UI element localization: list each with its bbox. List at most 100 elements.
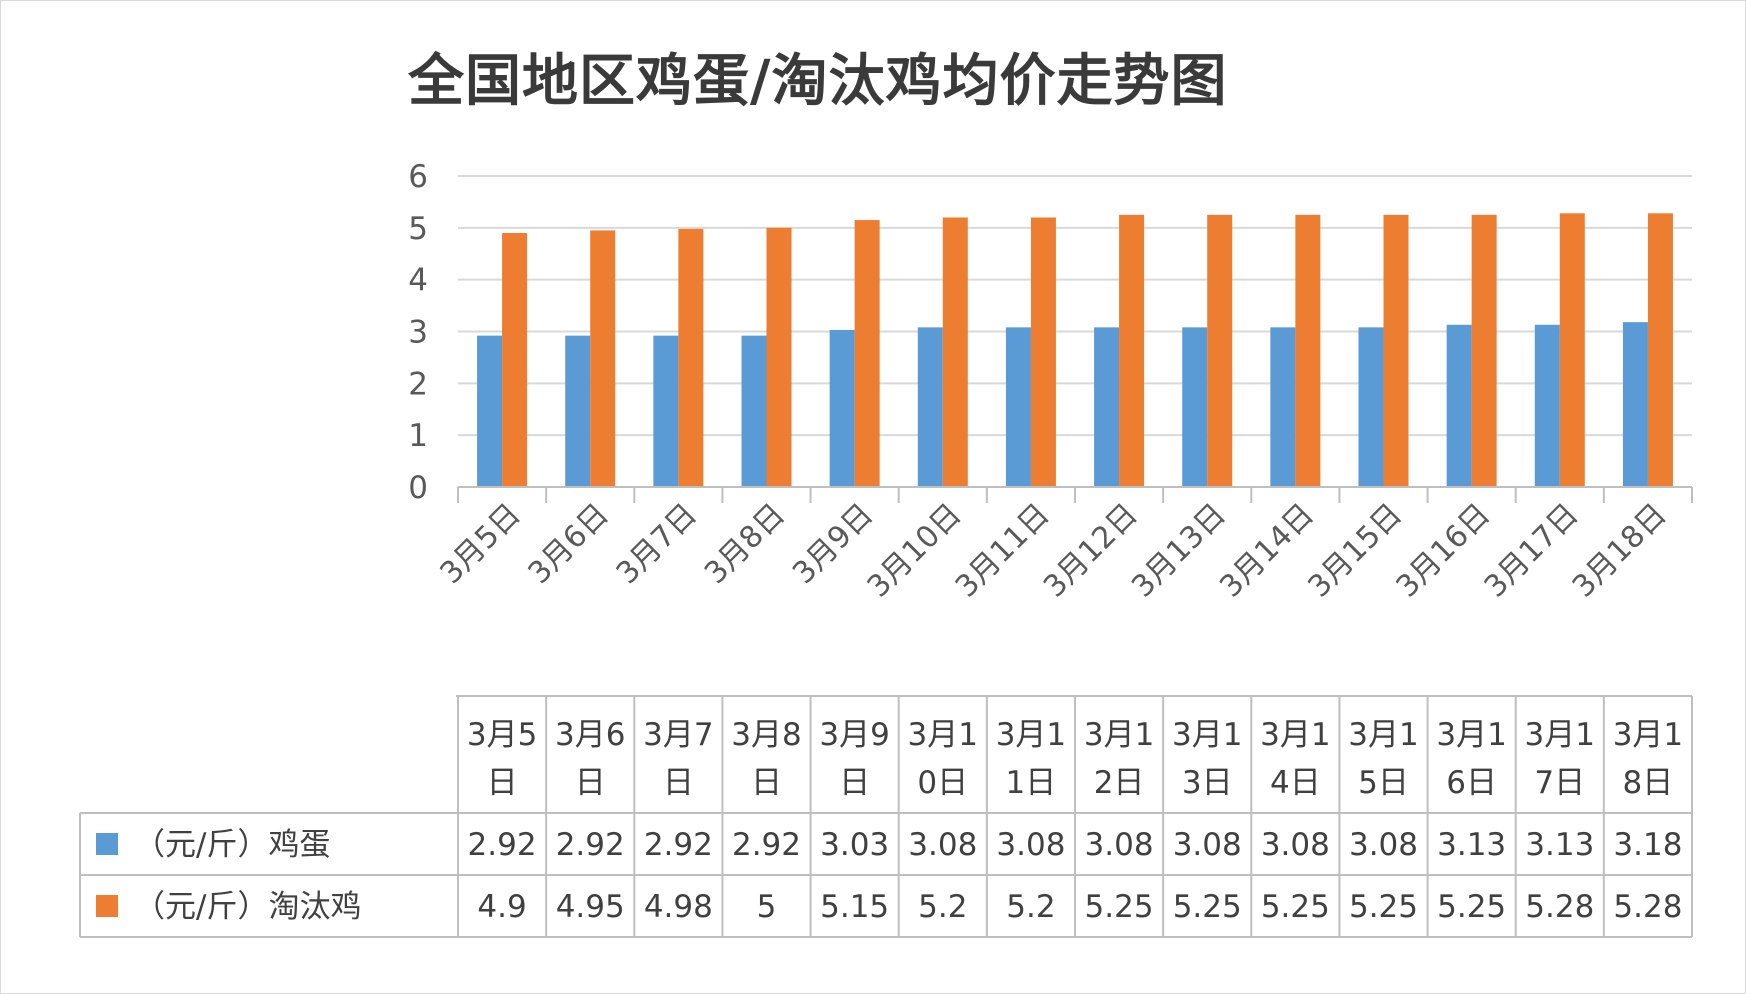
egg-price-bar — [1094, 327, 1120, 487]
egg-price-bar — [917, 327, 943, 487]
hen-price-bar — [1559, 213, 1585, 487]
table-header-line: 3月1 — [1613, 717, 1683, 753]
hen-price-bar — [1471, 214, 1497, 487]
table-value: 3.08 — [1085, 827, 1154, 863]
x-category-label: 3月12日 — [1037, 497, 1145, 605]
table-header-line: 3月5 — [467, 717, 537, 753]
x-category-label: 3月8日 — [698, 497, 792, 591]
chart-title: 全国地区鸡蛋/淘汰鸡均价走势图 — [408, 49, 1228, 114]
table-header-line: 日 — [663, 765, 694, 801]
table-value: 3.08 — [1349, 827, 1418, 863]
table-header-line: 3月1 — [1436, 717, 1506, 753]
table-value: 5.25 — [1173, 889, 1242, 925]
y-tick-label: 3 — [408, 315, 428, 351]
table-value: 5 — [757, 889, 777, 925]
table-header-line: 3月8 — [731, 717, 801, 753]
egg-price-bar — [1182, 327, 1208, 487]
table-value: 5.28 — [1613, 889, 1682, 925]
table-value: 3.18 — [1613, 827, 1682, 863]
table-header-line: 4日 — [1270, 765, 1321, 801]
egg-price-bar — [1005, 327, 1031, 487]
table-header-line: 日 — [751, 765, 782, 801]
egg-price-bar — [1358, 327, 1384, 487]
table-value: 5.28 — [1525, 889, 1594, 925]
table-value: 2.92 — [468, 827, 537, 863]
table-value: 2.92 — [644, 827, 713, 863]
x-category-label: 3月16日 — [1390, 497, 1498, 605]
y-tick-label: 2 — [408, 366, 428, 402]
table-header-line: 5日 — [1358, 765, 1409, 801]
egg-price-bar — [1622, 322, 1648, 487]
x-category-label: 3月11日 — [949, 497, 1057, 605]
table-header-line: 3月1 — [1348, 717, 1418, 753]
table-header-line: 日 — [487, 765, 518, 801]
egg-price-bar — [1270, 327, 1296, 487]
table-value: 3.03 — [820, 827, 889, 863]
table-header-line: 3月1 — [1172, 717, 1242, 753]
table-header-line: 3日 — [1182, 765, 1233, 801]
table-header-line: 1日 — [1006, 765, 1057, 801]
hen-price-bar — [854, 220, 880, 487]
egg-price-bar — [653, 335, 679, 487]
table-value: 5.25 — [1349, 889, 1418, 925]
table-header-line: 0日 — [917, 765, 968, 801]
x-category-label: 3月15日 — [1301, 497, 1409, 605]
table-value: 3.08 — [1173, 827, 1242, 863]
hen-price-bar — [1119, 214, 1145, 487]
legend-label: （元/斤）鸡蛋 — [134, 827, 330, 863]
hen-price-bar — [1383, 214, 1409, 487]
x-category-label: 3月7日 — [610, 497, 704, 591]
table-value: 5.25 — [1437, 889, 1506, 925]
egg-price-bar — [1534, 324, 1560, 487]
hen-price-bar — [942, 217, 968, 487]
y-tick-label: 0 — [408, 470, 428, 506]
table-value: 5.25 — [1261, 889, 1330, 925]
table-value: 5.2 — [1006, 889, 1055, 925]
x-category-label: 3月10日 — [861, 497, 969, 605]
x-category-label: 3月6日 — [522, 497, 616, 591]
y-tick-label: 1 — [408, 418, 428, 454]
x-category-label: 3月14日 — [1213, 497, 1321, 605]
table-value: 4.9 — [477, 889, 526, 925]
table-value: 3.13 — [1525, 827, 1594, 863]
table-header-line: 日 — [575, 765, 606, 801]
table-header-line: 6日 — [1446, 765, 1497, 801]
table-value: 4.95 — [556, 889, 625, 925]
egg-price-bar — [829, 329, 855, 487]
hen-price-bar — [678, 228, 704, 487]
hen-price-bar — [1647, 213, 1673, 487]
table-value: 5.15 — [820, 889, 889, 925]
table-value: 2.92 — [556, 827, 625, 863]
table-header-line: 3月9 — [819, 717, 889, 753]
x-category-label: 3月5日 — [434, 497, 528, 591]
y-tick-label: 6 — [408, 159, 428, 195]
x-category-label: 3月17日 — [1478, 497, 1586, 605]
legend-label: （元/斤）淘汰鸡 — [134, 889, 361, 925]
egg-price-bar — [477, 335, 503, 487]
egg-price-bar — [741, 335, 767, 487]
table-value: 3.08 — [908, 827, 977, 863]
table-value: 5.2 — [918, 889, 967, 925]
table-value: 3.08 — [996, 827, 1065, 863]
table-header-line: 2日 — [1094, 765, 1145, 801]
table-value: 4.98 — [644, 889, 713, 925]
table-header-line: 3月6 — [555, 717, 625, 753]
legend-swatch — [96, 895, 118, 917]
table-header-line: 3月1 — [908, 717, 978, 753]
egg-price-bar — [565, 335, 591, 487]
table-value: 3.13 — [1437, 827, 1506, 863]
hen-price-bar — [502, 233, 528, 487]
table-header-line: 3月7 — [643, 717, 713, 753]
table-header-line: 日 — [839, 765, 870, 801]
hen-price-bar — [766, 227, 792, 488]
table-header-line: 3月1 — [1260, 717, 1330, 753]
table-header-line: 3月1 — [1525, 717, 1595, 753]
table-value: 2.92 — [732, 827, 801, 863]
table-header-line: 3月1 — [996, 717, 1066, 753]
table-header-line: 8日 — [1623, 765, 1674, 801]
x-category-label: 3月13日 — [1125, 497, 1233, 605]
y-tick-label: 4 — [408, 263, 428, 299]
table-header-line: 7日 — [1534, 765, 1585, 801]
